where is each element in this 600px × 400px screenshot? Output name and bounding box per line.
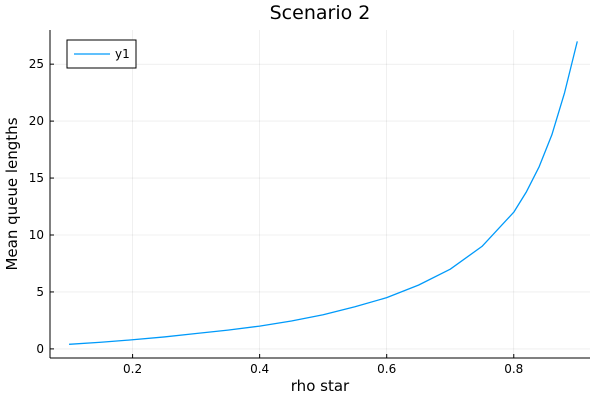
y-axis-label: Mean queue lengths xyxy=(3,117,21,270)
grid xyxy=(50,30,590,358)
x-ticks: 0.2 0.4 0.6 0.8 xyxy=(123,354,523,376)
y-tick-label: 20 xyxy=(29,114,44,128)
legend: y1 xyxy=(66,39,137,69)
y-tick-label: 25 xyxy=(29,57,44,71)
x-tick-label: 0.8 xyxy=(504,362,523,376)
y-tick-label: 10 xyxy=(29,228,44,242)
legend-label: y1 xyxy=(115,47,130,61)
x-tick-label: 0.4 xyxy=(250,362,269,376)
y-tick-label: 5 xyxy=(36,285,44,299)
chart-title: Scenario 2 xyxy=(270,2,371,24)
series-layer xyxy=(69,41,578,345)
y-ticks: 0 5 10 15 20 25 xyxy=(29,57,54,356)
y-tick-label: 15 xyxy=(29,171,44,185)
x-tick-label: 0.6 xyxy=(377,362,396,376)
series-line xyxy=(69,41,578,345)
y-tick-label: 0 xyxy=(36,342,44,356)
x-tick-label: 0.2 xyxy=(123,362,142,376)
x-axis-label: rho star xyxy=(291,377,350,395)
